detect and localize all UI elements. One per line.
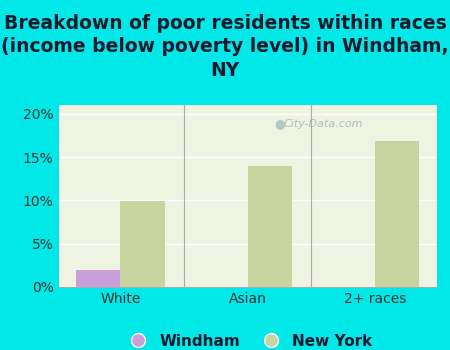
Bar [120, 201, 165, 287]
Text: Breakdown of poor residents within races
(income below poverty level) in Windham: Breakdown of poor residents within races… [1, 14, 449, 80]
Bar [248, 166, 292, 287]
Text: ●: ● [274, 117, 285, 130]
Bar [375, 141, 419, 287]
Text: City-Data.com: City-Data.com [284, 119, 363, 129]
Bar [76, 270, 120, 287]
Legend: Windham, New York: Windham, New York [117, 327, 378, 350]
